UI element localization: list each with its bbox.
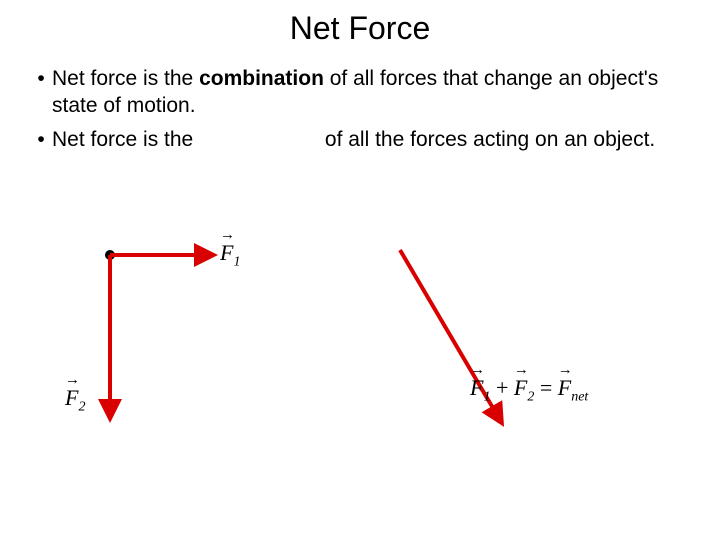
label-f2: F2: [65, 385, 85, 415]
page-title: Net Force: [0, 0, 720, 47]
force-diagram: F1 F2 F1 + F2 = Fnet: [0, 220, 720, 520]
list-item: • Net force is the combination of all fo…: [30, 65, 690, 120]
vector-f2: [98, 243, 122, 427]
bullet-list: • Net force is the combination of all fo…: [0, 47, 720, 153]
bullet-text-pre: Net force is the: [52, 67, 199, 90]
list-item: • Net force is the of all the forces act…: [30, 126, 690, 153]
bullet-marker: •: [30, 65, 52, 92]
bullet-bold: combination: [199, 67, 324, 90]
bullet-text-post: of all the forces acting on an object.: [319, 128, 655, 151]
label-f1: F1: [220, 240, 240, 270]
bullet-marker: •: [30, 126, 52, 153]
net-force-equation: F1 + F2 = Fnet: [470, 375, 588, 405]
bullet-text-pre: Net force is the: [52, 128, 199, 151]
